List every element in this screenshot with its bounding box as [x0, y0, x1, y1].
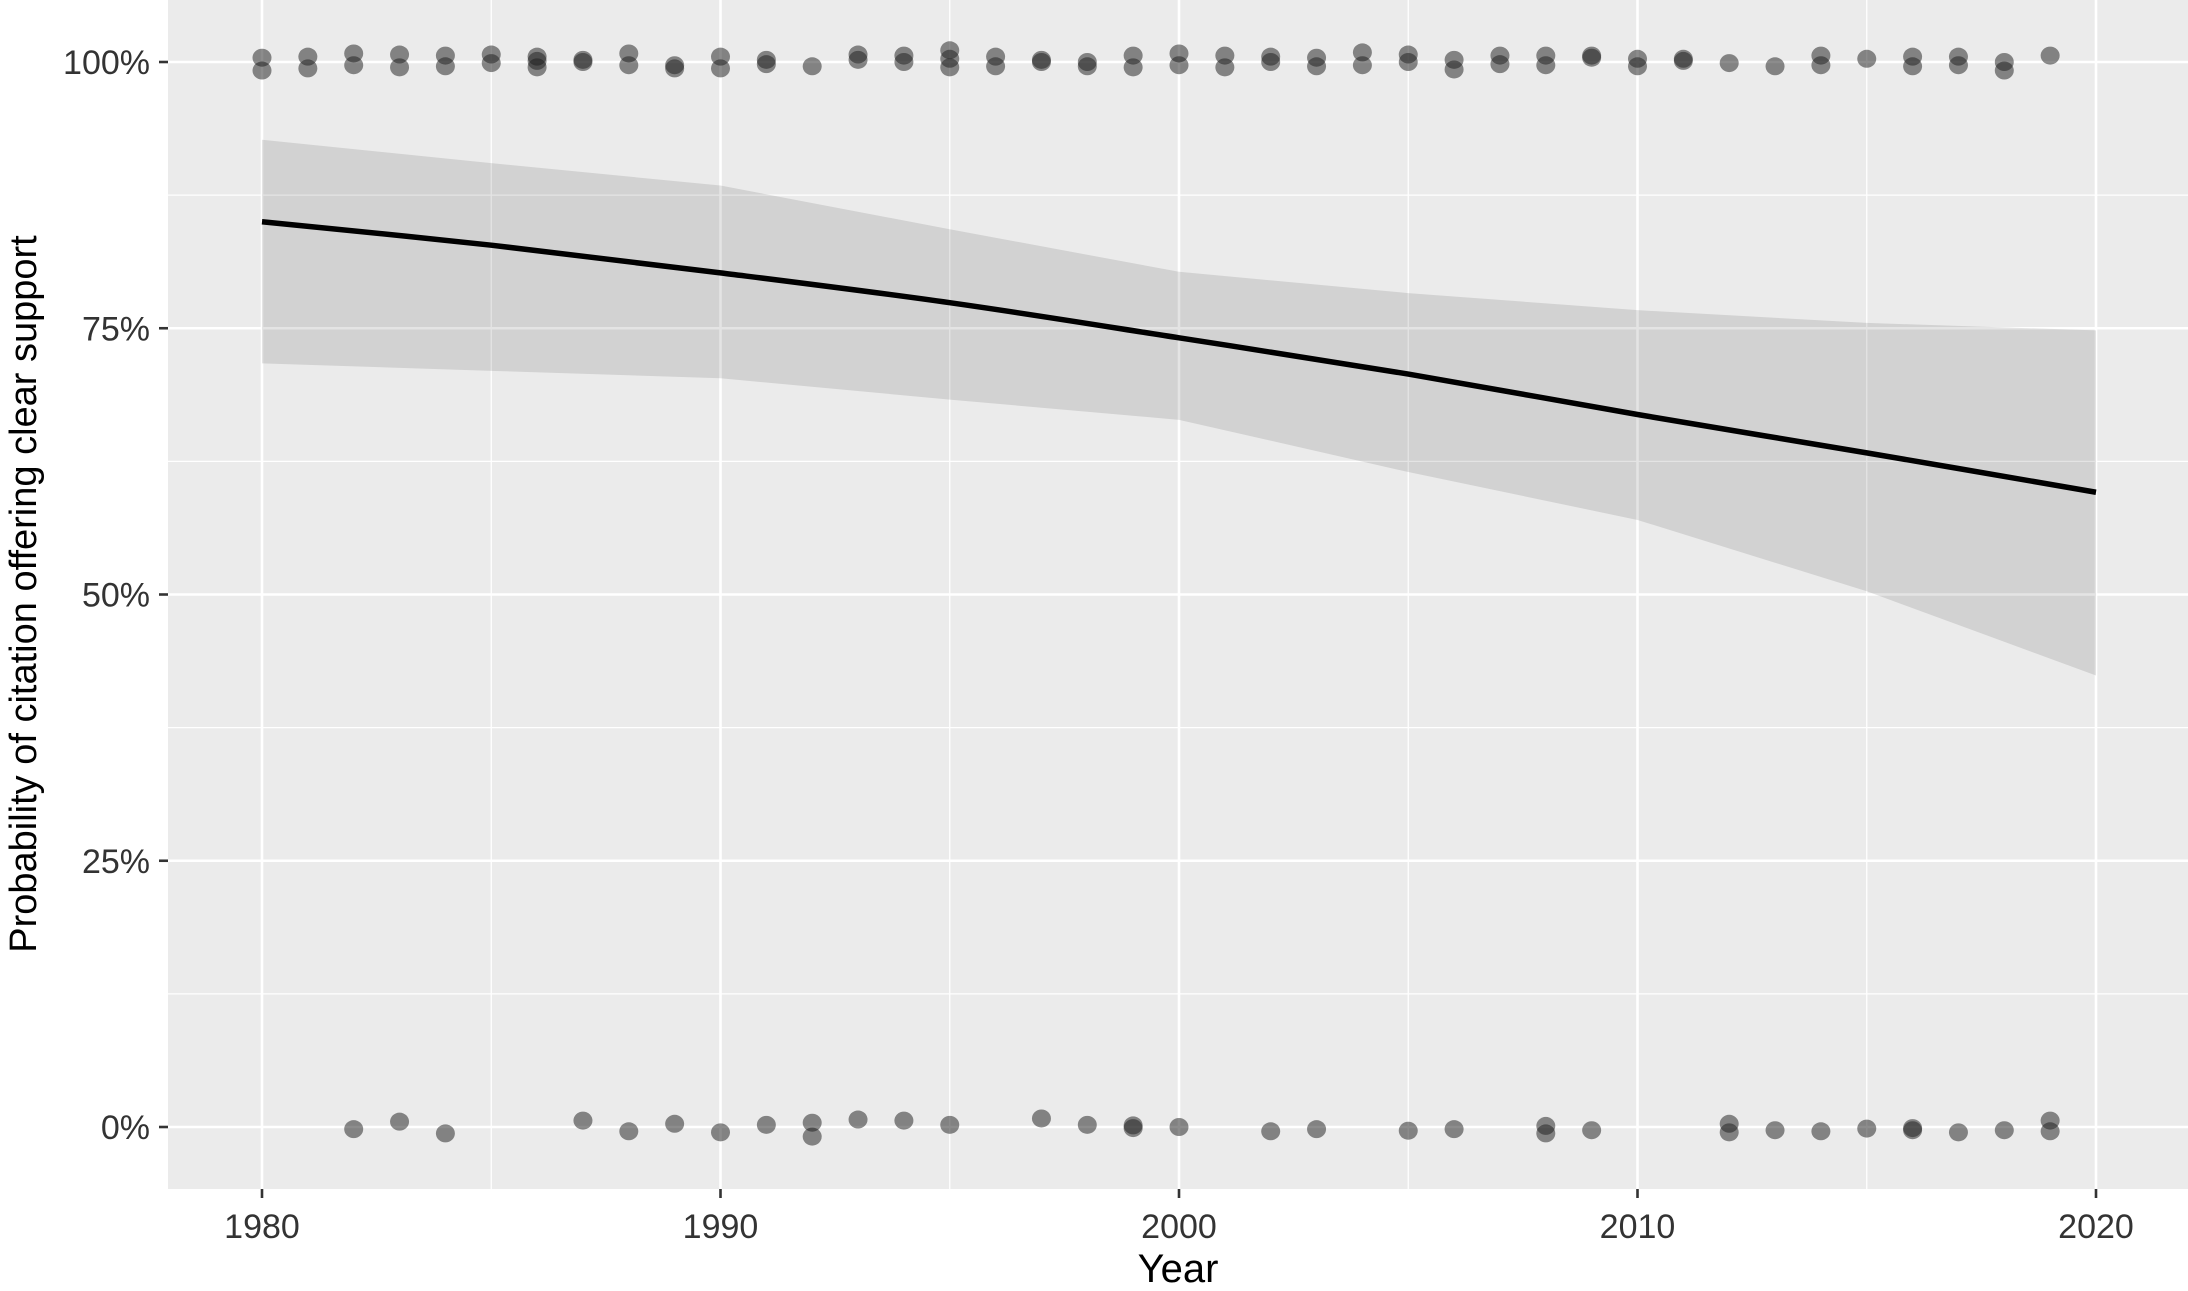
axis-layer: 1980 1990 2000 2010 2020 0% 25% 50% 75% 100%	[63, 44, 2134, 1246]
data-point-support	[1169, 56, 1189, 75]
data-point-support	[1307, 57, 1327, 76]
data-point-support	[1077, 57, 1097, 76]
data-point-no-support	[1582, 1121, 1602, 1140]
data-point-support	[1765, 57, 1785, 76]
data-point-no-support	[665, 1114, 685, 1133]
data-point-no-support	[802, 1127, 822, 1146]
data-point-no-support	[1811, 1122, 1831, 1141]
x-tick-label: 1990	[683, 1208, 759, 1246]
data-point-support	[1352, 56, 1372, 75]
data-point-support	[527, 58, 547, 77]
data-point-support	[940, 58, 960, 77]
data-point-support	[252, 48, 272, 67]
y-tick-label: 50%	[82, 577, 150, 615]
y-tick-label: 100%	[63, 44, 150, 82]
x-tick-label: 2020	[2058, 1208, 2134, 1246]
y-tick-label: 75%	[82, 310, 150, 348]
data-point-no-support	[1536, 1124, 1556, 1143]
data-point-no-support	[1994, 1121, 2014, 1140]
data-point-no-support	[1765, 1121, 1785, 1140]
data-point-no-support	[619, 1122, 639, 1141]
data-point-support	[1123, 58, 1143, 77]
data-point-no-support	[573, 1111, 593, 1130]
x-tick-label: 2010	[1600, 1208, 1676, 1246]
data-point-no-support	[1031, 1109, 1051, 1128]
data-point-support	[1673, 51, 1693, 70]
data-point-support	[802, 57, 822, 76]
y-tick-label: 25%	[82, 843, 150, 881]
data-point-support	[298, 59, 318, 78]
data-point-support	[390, 45, 410, 64]
data-point-support	[1719, 54, 1739, 73]
x-tick-label: 1980	[224, 1208, 300, 1246]
data-point-no-support	[1169, 1118, 1189, 1136]
data-point-support	[1352, 43, 1372, 62]
x-axis-title: Year	[1138, 1247, 1219, 1291]
data-point-no-support	[1398, 1121, 1418, 1140]
data-point-support	[1261, 53, 1281, 71]
data-point-support	[1536, 56, 1556, 75]
data-point-support	[390, 58, 410, 77]
data-point-support	[1903, 57, 1923, 76]
data-point-support	[344, 56, 364, 75]
data-point-no-support	[390, 1112, 410, 1131]
data-point-support	[986, 57, 1006, 76]
data-point-support	[1628, 57, 1647, 76]
y-tick-label: 0%	[101, 1109, 150, 1147]
data-point-support	[481, 54, 501, 73]
data-point-support	[1398, 53, 1418, 71]
data-point-no-support	[1444, 1120, 1464, 1139]
data-point-support	[1994, 61, 2014, 80]
data-point-support	[435, 57, 455, 76]
x-tick-label: 2000	[1141, 1208, 1217, 1246]
data-point-support	[1215, 58, 1235, 77]
data-point-support	[1948, 56, 1968, 75]
data-point-support	[665, 56, 685, 75]
data-point-no-support	[1077, 1115, 1097, 1134]
data-point-support	[756, 55, 776, 74]
data-point-support	[1857, 49, 1877, 68]
data-point-no-support	[756, 1115, 776, 1134]
data-point-support	[848, 50, 868, 69]
data-point-support	[894, 53, 914, 71]
fitted-regression-line	[261, 219, 2097, 495]
data-point-no-support	[711, 1123, 730, 1142]
data-point-no-support	[1903, 1119, 1923, 1138]
data-point-no-support	[435, 1124, 455, 1143]
data-point-support	[619, 56, 639, 75]
data-point-no-support	[802, 1113, 822, 1132]
data-point-support	[252, 61, 272, 80]
data-point-no-support	[894, 1111, 914, 1130]
data-point-no-support	[1857, 1119, 1877, 1138]
data-point-support	[1811, 56, 1831, 75]
data-point-no-support	[344, 1120, 364, 1139]
data-point-no-support	[940, 1115, 960, 1134]
data-point-no-support	[1719, 1123, 1739, 1142]
data-point-support	[1444, 60, 1464, 79]
data-point-no-support	[2040, 1122, 2060, 1141]
data-point-no-support	[1123, 1116, 1143, 1135]
data-point-support	[1490, 55, 1510, 74]
data-point-support	[2040, 46, 2060, 65]
data-point-support	[573, 53, 593, 71]
data-point-no-support	[1307, 1120, 1327, 1139]
data-point-no-support	[1261, 1122, 1281, 1141]
panel-layer	[168, 0, 2188, 1189]
data-point-support	[1031, 53, 1051, 71]
data-point-support	[1582, 48, 1602, 67]
y-axis-title: Probability of citation offering clear s…	[3, 235, 45, 953]
data-point-no-support	[1948, 1123, 1968, 1142]
data-point-no-support	[848, 1110, 868, 1129]
data-point-support	[711, 59, 730, 78]
